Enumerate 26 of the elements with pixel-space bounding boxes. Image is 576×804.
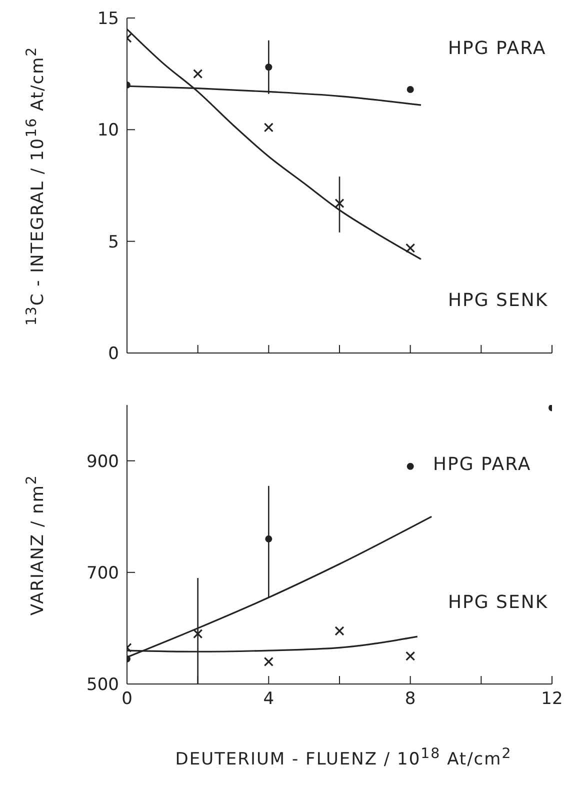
y-tick-label: 5 — [108, 232, 119, 252]
y-tick-label: 900 — [86, 452, 119, 472]
y-tick-label: 700 — [86, 563, 119, 584]
text: HPG PARA — [448, 38, 546, 59]
point — [406, 243, 416, 253]
x-axis-title: DEUTERIUM - FLUENZ / 10$^{18}$ At/cm$^{2}$ — [175, 746, 512, 770]
x-tick-label: 0 — [122, 689, 132, 710]
point — [264, 656, 274, 666]
y-tick-label: 10 — [97, 120, 119, 141]
point — [334, 198, 344, 208]
point — [265, 64, 272, 71]
y-tick-label: 500 — [86, 675, 119, 696]
point — [406, 86, 414, 93]
point — [193, 69, 203, 79]
y-tick-label: 15 — [97, 9, 119, 30]
point — [334, 626, 344, 636]
text: HPG SENK — [448, 592, 548, 613]
x-tick-label: 8 — [404, 689, 416, 710]
point — [193, 628, 203, 639]
x-tick-label: 12 — [541, 689, 563, 710]
y-tick-label: 0 — [108, 344, 119, 364]
point — [264, 122, 274, 132]
x-tick-label: 4 — [263, 689, 274, 710]
point — [406, 651, 416, 661]
text: HPG SENK — [448, 290, 548, 311]
series-label: HPG PARA — [433, 454, 532, 475]
